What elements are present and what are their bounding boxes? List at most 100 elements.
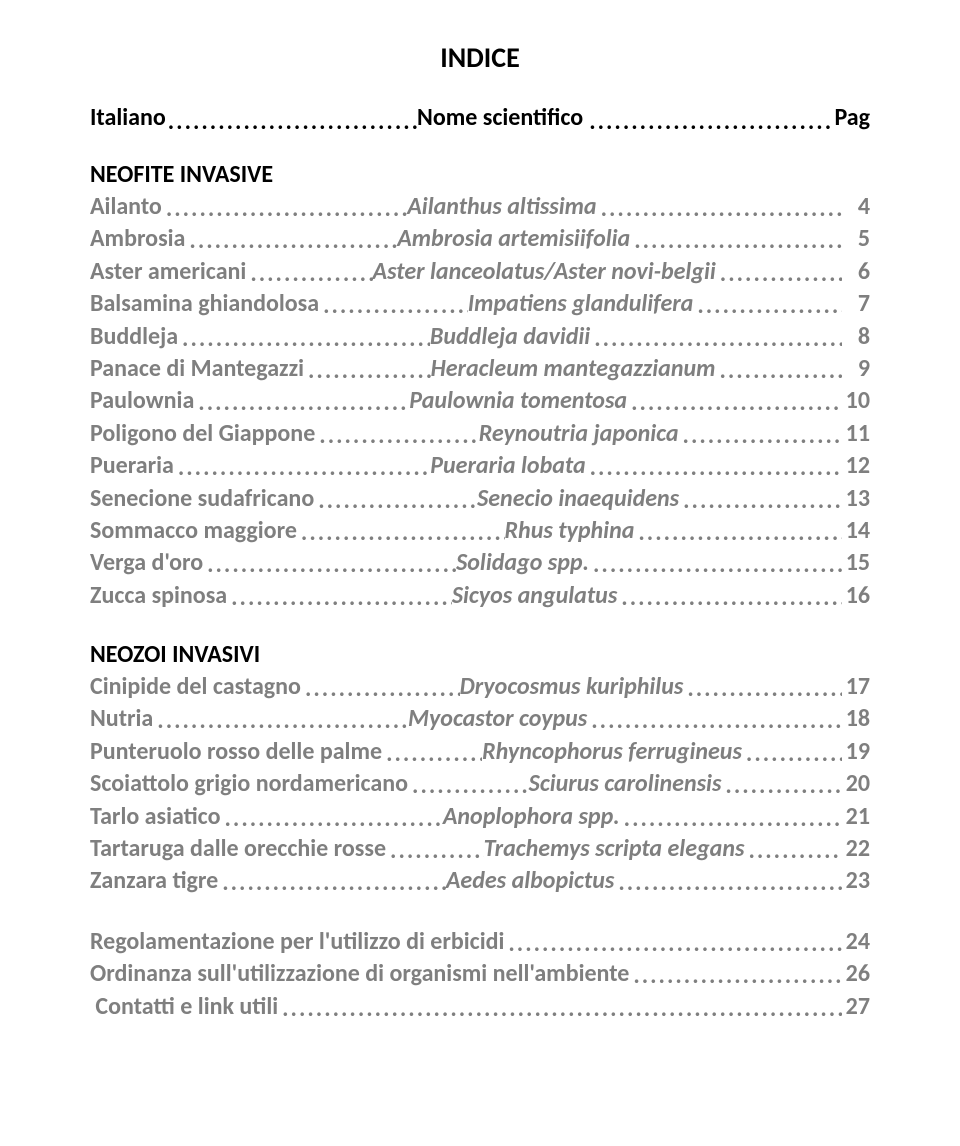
entry-scientific: Reynoutria japonica (479, 418, 679, 450)
entry-term: Paulownia (90, 385, 194, 417)
entry-term: Ambrosia (90, 223, 185, 255)
toc-entry: Tartaruga dalle orecchie rosseTrachemys … (90, 833, 870, 865)
toc-entry: AilantoAilanthus altissima4 (90, 191, 870, 223)
leader-dots (617, 582, 842, 614)
entry-page: 10 (842, 385, 870, 417)
header-scientific: Nome scientifico (417, 103, 583, 132)
entry-page: 9 (842, 353, 870, 385)
entry-term: Balsamina ghiandolosa (90, 288, 319, 320)
entry-page: 17 (842, 671, 870, 703)
leader-dots (630, 225, 842, 257)
column-header-row: Italiano Nome scientifico Pag (90, 103, 870, 132)
toc-entry: Panace di MantegazziHeracleum mantegazzi… (90, 353, 870, 385)
entry-page: 6 (842, 256, 870, 288)
entry-scientific: Myocastor coypus (408, 703, 587, 735)
toc-entry: Balsamina ghiandolosa Impatiens glandulif… (90, 288, 870, 320)
entry-term: Tarlo asiatico (90, 801, 221, 833)
entry-term: Scoiattolo grigio nordamericano (90, 768, 408, 800)
section-gap (90, 898, 870, 926)
toc-entry: Ordinanza sull'utilizzazione di organism… (90, 958, 870, 990)
leader-dots (246, 258, 372, 290)
entry-page: 23 (842, 865, 870, 897)
toc-entry: BuddlejaBuddleja davidii8 (90, 321, 870, 353)
leader-dots (634, 517, 842, 549)
entry-term: Regolamentazione per l'utilizzo di erbic… (90, 926, 504, 958)
entry-scientific: Anoplophora spp. (443, 801, 620, 833)
entry-term: Nutria (90, 703, 153, 735)
leader-dots (614, 867, 842, 899)
toc-entry: Poligono del Giappone Reynoutria japonica… (90, 418, 870, 450)
header-dots (583, 107, 834, 136)
entry-scientific: Aedes albopictus (446, 865, 614, 897)
entry-scientific: Impatiens glandulifera (468, 288, 694, 320)
toc-entry: Tarlo asiatico Anoplophora spp. 21 (90, 801, 870, 833)
leader-dots (589, 549, 842, 581)
leader-dots (301, 673, 460, 705)
section-gap (90, 612, 870, 640)
entry-term: Panace di Mantegazzi (90, 353, 304, 385)
leader-dots (597, 193, 842, 225)
entry-term: Senecione sudafricano (90, 483, 314, 515)
header-page: Pag (834, 103, 870, 132)
section-heading: NEOZOI INVASIVI (90, 640, 870, 669)
entry-scientific: Solidago spp. (456, 547, 589, 579)
entry-term: Ailanto (90, 191, 162, 223)
toc-entry: Zucca spinosaSicyos angulatus16 (90, 580, 870, 612)
toc-entry: Contatti e link utili27 (90, 991, 870, 1023)
leader-dots (587, 705, 842, 737)
entry-scientific: Buddleja davidii (430, 321, 590, 353)
section-heading: NEOFITE INVASIVE (90, 160, 870, 189)
entry-term: Tartaruga dalle orecchie rosse (90, 833, 386, 865)
leader-dots (162, 193, 407, 225)
entry-term: Zucca spinosa (90, 580, 227, 612)
entry-scientific: Sicyos angulatus (452, 580, 617, 612)
entry-term: Poligono del Giappone (90, 418, 315, 450)
entry-term: Zanzara tigre (90, 865, 218, 897)
leader-dots (679, 485, 842, 517)
toc-entry: Sommacco maggioreRhus typhina14 (90, 515, 870, 547)
entry-page: 12 (842, 450, 870, 482)
entry-page: 21 (842, 801, 870, 833)
leader-dots (629, 960, 842, 992)
leader-dots (221, 803, 443, 835)
entry-page: 8 (842, 321, 870, 353)
toc-entry: Scoiattolo grigio nordamericanoSciurus c… (90, 768, 870, 800)
entry-page: 14 (842, 515, 870, 547)
entry-scientific: Ambrosia artemisiifolia (397, 223, 630, 255)
entry-term: Pueraria (90, 450, 174, 482)
entry-page: 27 (842, 991, 870, 1023)
leader-dots (627, 387, 842, 419)
toc-entry: Aster americaniAster lanceolatus/Aster n… (90, 256, 870, 288)
entry-page: 15 (842, 547, 870, 579)
entry-scientific: Senecio inaequidens (477, 483, 679, 515)
entry-page: 13 (842, 483, 870, 515)
leader-dots (178, 323, 430, 355)
leader-dots (586, 452, 842, 484)
leader-dots (620, 803, 842, 835)
entry-page: 22 (842, 833, 870, 865)
leader-dots (174, 452, 430, 484)
entry-scientific: Dryocosmus kuriphilus (460, 671, 684, 703)
entry-page: 11 (842, 418, 870, 450)
leader-dots (315, 420, 478, 452)
toc-body: NEOFITE INVASIVEAilantoAilanthus altissi… (90, 160, 870, 1023)
leader-dots (742, 738, 842, 770)
leader-dots (278, 993, 842, 1025)
leader-dots (194, 387, 409, 419)
leader-dots (504, 928, 842, 960)
toc-entry: Pueraria Pueraria lobata 12 (90, 450, 870, 482)
header-dots (166, 107, 417, 136)
leader-dots (386, 835, 484, 867)
entry-scientific: Paulownia tomentosa (409, 385, 627, 417)
entry-scientific: Pueraria lobata (430, 450, 585, 482)
leader-dots (297, 517, 505, 549)
leader-dots (590, 323, 842, 355)
entry-term: Ordinanza sull'utilizzazione di organism… (90, 958, 629, 990)
leader-dots (319, 290, 468, 322)
leader-dots (227, 582, 452, 614)
entry-page: 26 (842, 958, 870, 990)
toc-entry: Punteruolo rosso delle palmeRhyncophorus… (90, 736, 870, 768)
leader-dots (679, 420, 842, 452)
leader-dots (203, 549, 456, 581)
leader-dots (304, 355, 431, 387)
